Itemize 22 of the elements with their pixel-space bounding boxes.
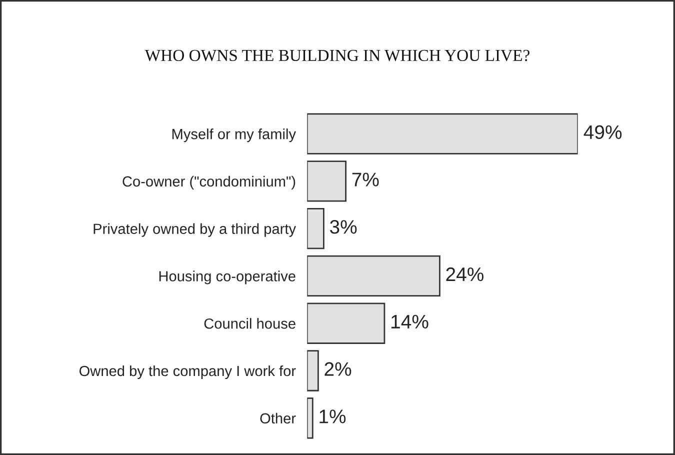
bar xyxy=(307,113,578,154)
bar xyxy=(307,398,314,439)
chart-title: WHO OWNS THE BUILDING IN WHICH YOU LIVE? xyxy=(144,50,530,62)
y-tick-label: Housing co-operative xyxy=(159,270,296,284)
data-label: 14% xyxy=(392,314,428,328)
bar xyxy=(307,350,319,392)
y-tick-label: Other xyxy=(260,412,296,424)
bar xyxy=(307,255,440,297)
data-label: 24% xyxy=(446,267,484,282)
y-tick-label: Privately owned by a third party xyxy=(94,223,296,237)
data-label: 7% xyxy=(352,172,379,186)
data-label: 2% xyxy=(324,362,352,376)
data-label: 3% xyxy=(330,220,357,234)
y-tick-label: Owned by the company I work for xyxy=(79,365,296,380)
y-tick-label: Co-owner ("condominium") xyxy=(122,176,296,190)
data-label: 49% xyxy=(584,125,622,140)
y-tick-label: Myself or my family xyxy=(172,128,296,142)
bar xyxy=(307,160,346,202)
bar xyxy=(307,208,324,250)
bar xyxy=(307,302,386,344)
data-label: 1% xyxy=(320,410,346,424)
y-tick-label: Council house xyxy=(204,318,296,329)
